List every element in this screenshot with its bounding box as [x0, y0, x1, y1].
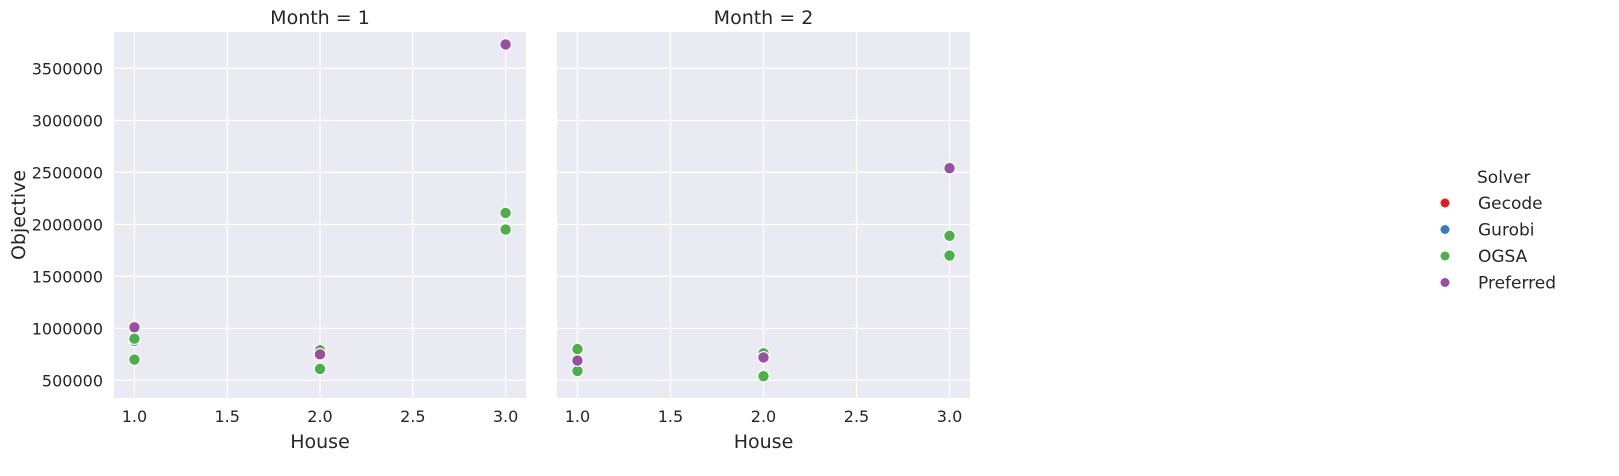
- point-ogsa: [499, 223, 512, 236]
- point-ogsa: [128, 353, 141, 366]
- point-ogsa: [499, 206, 512, 220]
- point-preferred: [313, 347, 327, 361]
- x-tick-label: 1.0: [122, 407, 147, 426]
- x-tick-label: 2.5: [400, 407, 425, 426]
- x-tick-label: 1.5: [658, 407, 683, 426]
- x-axis-label-month-1: House: [290, 431, 350, 453]
- point-preferred: [128, 320, 141, 334]
- x-tick-label: 2.5: [844, 407, 869, 426]
- legend: Solver Gecode Gurobi OGSA Preferred: [1440, 168, 1556, 294]
- x-tick-label: 1.5: [214, 407, 239, 426]
- panel-month-1: 1.0 1.5 2.0 2.5 3.0 500000 1000000 1500000 2000…: [32, 7, 526, 453]
- y-tick-label: 1000000: [32, 319, 103, 338]
- legend-marker-preferred: [1440, 278, 1450, 287]
- x-tick-label: 3.0: [493, 407, 518, 426]
- y-tick-label: 3500000: [32, 59, 103, 78]
- y-axis-label: Objective: [8, 170, 30, 260]
- point-preferred: [757, 351, 770, 364]
- y-tick-label: 500000: [42, 371, 103, 390]
- point-ogsa: [943, 249, 956, 262]
- point-preferred: [943, 161, 956, 175]
- y-tick-label: 2500000: [32, 163, 103, 182]
- y-tick-label: 1500000: [32, 267, 103, 286]
- legend-title: Solver: [1477, 168, 1530, 188]
- point-ogsa: [943, 229, 956, 243]
- point-ogsa: [757, 369, 770, 383]
- x-tick-label: 3.0: [937, 407, 962, 426]
- legend-label-gecode: Gecode: [1478, 194, 1543, 214]
- y-tick-label: 3000000: [32, 111, 103, 130]
- panel-title-month-2: Month = 2: [714, 7, 814, 29]
- point-ogsa: [571, 342, 584, 356]
- point-preferred: [499, 38, 512, 51]
- x-tick-label: 2.0: [307, 407, 332, 426]
- point-preferred: [571, 354, 584, 367]
- legend-label-gurobi: Gurobi: [1478, 221, 1534, 241]
- x-axis-label-month-2: House: [734, 431, 794, 453]
- legend-label-ogsa: OGSA: [1478, 247, 1528, 267]
- legend-marker-gurobi: [1440, 225, 1450, 234]
- panel-title-month-1: Month = 1: [270, 7, 370, 29]
- x-tick-label: 1.0: [565, 407, 590, 426]
- panel-month-2: 1.0 1.5 2.0 2.5 3.0 Month = 2 House: [557, 7, 970, 453]
- legend-marker-gecode: [1440, 198, 1450, 208]
- point-ogsa: [128, 332, 141, 346]
- point-ogsa: [313, 362, 327, 376]
- y-tick-label: 2000000: [32, 215, 103, 234]
- x-tick-label: 2.0: [751, 407, 776, 426]
- legend-marker-ogsa: [1440, 251, 1450, 261]
- legend-label-preferred: Preferred: [1478, 274, 1556, 294]
